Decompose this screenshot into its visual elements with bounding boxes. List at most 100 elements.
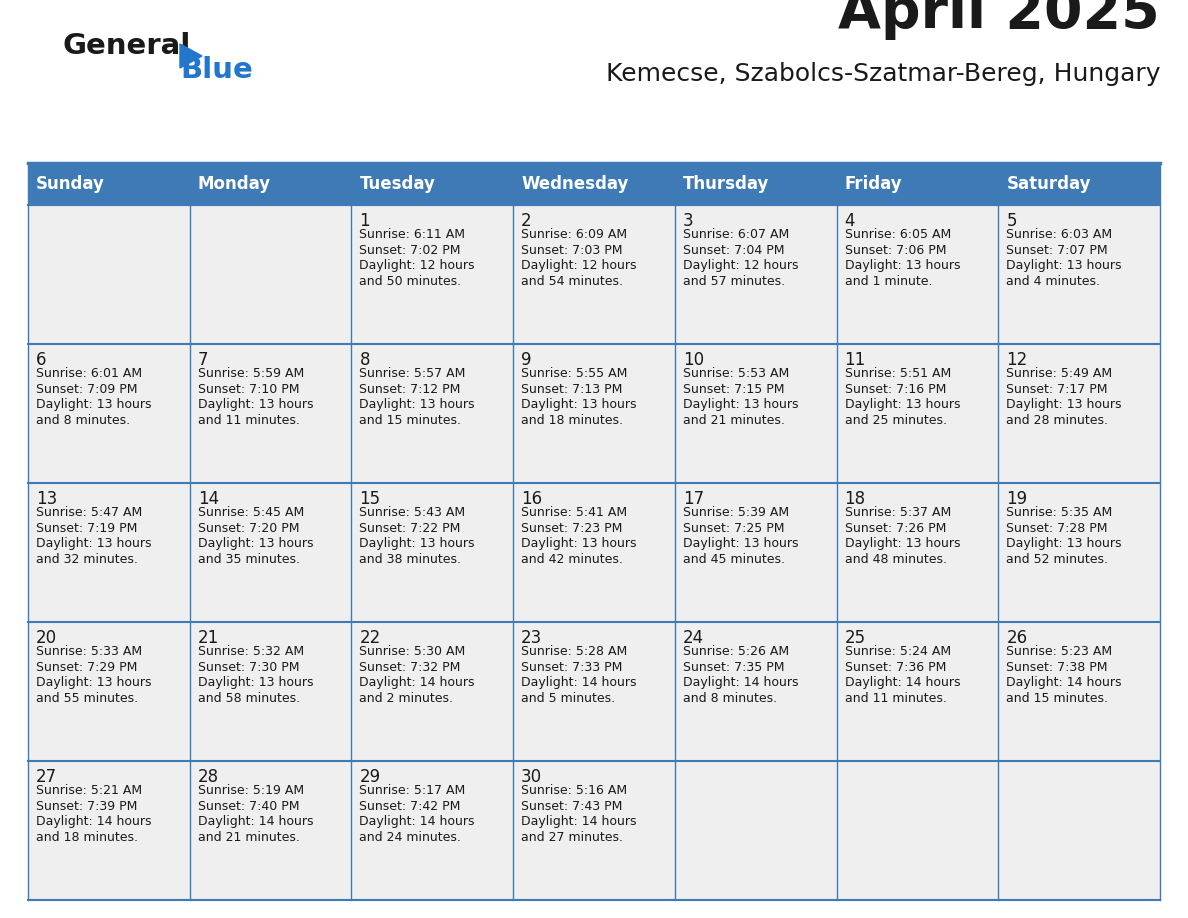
Text: Thursday: Thursday <box>683 175 770 193</box>
Text: Sunset: 7:25 PM: Sunset: 7:25 PM <box>683 521 784 534</box>
Text: 12: 12 <box>1006 351 1028 369</box>
Text: Friday: Friday <box>845 175 902 193</box>
Text: Daylight: 14 hours: Daylight: 14 hours <box>683 677 798 689</box>
Bar <box>190 163 352 205</box>
Text: Sunset: 7:10 PM: Sunset: 7:10 PM <box>197 383 299 396</box>
Text: 11: 11 <box>845 351 866 369</box>
Text: 14: 14 <box>197 490 219 508</box>
Text: Sunset: 7:35 PM: Sunset: 7:35 PM <box>683 661 784 674</box>
Text: Daylight: 14 hours: Daylight: 14 hours <box>197 815 314 828</box>
Text: 29: 29 <box>360 768 380 786</box>
Text: and 38 minutes.: and 38 minutes. <box>360 553 461 565</box>
Text: Sunset: 7:30 PM: Sunset: 7:30 PM <box>197 661 299 674</box>
Text: Sunrise: 5:21 AM: Sunrise: 5:21 AM <box>36 784 143 797</box>
Text: 10: 10 <box>683 351 704 369</box>
Text: Sunrise: 6:07 AM: Sunrise: 6:07 AM <box>683 229 789 241</box>
Text: and 35 minutes.: and 35 minutes. <box>197 553 299 565</box>
Text: 17: 17 <box>683 490 704 508</box>
Text: Wednesday: Wednesday <box>522 175 628 193</box>
Bar <box>29 205 1159 344</box>
Text: Daylight: 13 hours: Daylight: 13 hours <box>683 537 798 550</box>
Text: and 15 minutes.: and 15 minutes. <box>360 414 461 427</box>
Text: Blue: Blue <box>181 56 253 84</box>
Text: Sunrise: 5:51 AM: Sunrise: 5:51 AM <box>845 367 950 380</box>
Text: and 52 minutes.: and 52 minutes. <box>1006 553 1108 565</box>
Text: Sunrise: 5:23 AM: Sunrise: 5:23 AM <box>1006 645 1112 658</box>
Text: Sunrise: 6:11 AM: Sunrise: 6:11 AM <box>360 229 466 241</box>
Text: 9: 9 <box>522 351 532 369</box>
Text: Sunset: 7:04 PM: Sunset: 7:04 PM <box>683 243 784 257</box>
Text: Daylight: 13 hours: Daylight: 13 hours <box>522 537 637 550</box>
Text: Sunrise: 5:24 AM: Sunrise: 5:24 AM <box>845 645 950 658</box>
Text: Sunrise: 6:01 AM: Sunrise: 6:01 AM <box>36 367 143 380</box>
Text: and 55 minutes.: and 55 minutes. <box>36 691 138 705</box>
Text: Sunset: 7:26 PM: Sunset: 7:26 PM <box>845 521 946 534</box>
Text: Daylight: 13 hours: Daylight: 13 hours <box>197 537 314 550</box>
Text: Sunset: 7:36 PM: Sunset: 7:36 PM <box>845 661 946 674</box>
Text: Sunrise: 5:47 AM: Sunrise: 5:47 AM <box>36 506 143 520</box>
Text: Daylight: 13 hours: Daylight: 13 hours <box>1006 398 1121 411</box>
Text: Sunset: 7:28 PM: Sunset: 7:28 PM <box>1006 521 1107 534</box>
Text: Daylight: 13 hours: Daylight: 13 hours <box>683 398 798 411</box>
Text: Sunset: 7:38 PM: Sunset: 7:38 PM <box>1006 661 1107 674</box>
Text: 3: 3 <box>683 212 694 230</box>
Text: Sunset: 7:42 PM: Sunset: 7:42 PM <box>360 800 461 812</box>
Text: Sunset: 7:03 PM: Sunset: 7:03 PM <box>522 243 623 257</box>
Bar <box>352 163 513 205</box>
Text: Sunrise: 5:35 AM: Sunrise: 5:35 AM <box>1006 506 1112 520</box>
Text: Sunrise: 5:17 AM: Sunrise: 5:17 AM <box>360 784 466 797</box>
Text: Sunset: 7:16 PM: Sunset: 7:16 PM <box>845 383 946 396</box>
Text: 30: 30 <box>522 768 542 786</box>
Text: Sunset: 7:13 PM: Sunset: 7:13 PM <box>522 383 623 396</box>
Bar <box>836 163 998 205</box>
Text: Sunset: 7:09 PM: Sunset: 7:09 PM <box>36 383 138 396</box>
Text: 6: 6 <box>36 351 46 369</box>
Text: and 4 minutes.: and 4 minutes. <box>1006 274 1100 287</box>
Text: 23: 23 <box>522 629 543 647</box>
Bar <box>29 344 1159 483</box>
Text: Sunrise: 5:45 AM: Sunrise: 5:45 AM <box>197 506 304 520</box>
Text: Sunrise: 5:26 AM: Sunrise: 5:26 AM <box>683 645 789 658</box>
Text: Sunset: 7:07 PM: Sunset: 7:07 PM <box>1006 243 1108 257</box>
Text: Sunset: 7:32 PM: Sunset: 7:32 PM <box>360 661 461 674</box>
Text: 15: 15 <box>360 490 380 508</box>
Text: 27: 27 <box>36 768 57 786</box>
Text: and 28 minutes.: and 28 minutes. <box>1006 414 1108 427</box>
Text: Sunrise: 5:30 AM: Sunrise: 5:30 AM <box>360 645 466 658</box>
Text: 4: 4 <box>845 212 855 230</box>
Text: Daylight: 14 hours: Daylight: 14 hours <box>522 815 637 828</box>
Text: Sunrise: 5:57 AM: Sunrise: 5:57 AM <box>360 367 466 380</box>
Text: Daylight: 13 hours: Daylight: 13 hours <box>845 537 960 550</box>
Text: and 24 minutes.: and 24 minutes. <box>360 831 461 844</box>
Text: and 21 minutes.: and 21 minutes. <box>197 831 299 844</box>
Text: Sunset: 7:02 PM: Sunset: 7:02 PM <box>360 243 461 257</box>
Text: Daylight: 13 hours: Daylight: 13 hours <box>360 398 475 411</box>
Polygon shape <box>181 44 202 68</box>
Text: Daylight: 13 hours: Daylight: 13 hours <box>197 398 314 411</box>
Text: 25: 25 <box>845 629 866 647</box>
Bar <box>29 163 190 205</box>
Text: and 8 minutes.: and 8 minutes. <box>36 414 131 427</box>
Text: Sunrise: 5:28 AM: Sunrise: 5:28 AM <box>522 645 627 658</box>
Text: Daylight: 14 hours: Daylight: 14 hours <box>36 815 152 828</box>
Text: Sunrise: 6:03 AM: Sunrise: 6:03 AM <box>1006 229 1112 241</box>
Text: Tuesday: Tuesday <box>360 175 435 193</box>
Text: Daylight: 13 hours: Daylight: 13 hours <box>1006 537 1121 550</box>
Text: Sunrise: 5:55 AM: Sunrise: 5:55 AM <box>522 367 627 380</box>
Text: and 32 minutes.: and 32 minutes. <box>36 553 138 565</box>
Text: and 18 minutes.: and 18 minutes. <box>36 831 138 844</box>
Text: and 58 minutes.: and 58 minutes. <box>197 691 299 705</box>
Text: Sunrise: 5:59 AM: Sunrise: 5:59 AM <box>197 367 304 380</box>
Text: Sunrise: 5:39 AM: Sunrise: 5:39 AM <box>683 506 789 520</box>
Text: Daylight: 13 hours: Daylight: 13 hours <box>522 398 637 411</box>
Text: and 50 minutes.: and 50 minutes. <box>360 274 462 287</box>
Text: and 11 minutes.: and 11 minutes. <box>197 414 299 427</box>
Text: Daylight: 13 hours: Daylight: 13 hours <box>36 677 152 689</box>
Text: 7: 7 <box>197 351 208 369</box>
Text: Daylight: 12 hours: Daylight: 12 hours <box>522 259 637 273</box>
Text: Daylight: 13 hours: Daylight: 13 hours <box>360 537 475 550</box>
Text: 22: 22 <box>360 629 380 647</box>
Text: Daylight: 13 hours: Daylight: 13 hours <box>845 398 960 411</box>
Text: 28: 28 <box>197 768 219 786</box>
Text: and 57 minutes.: and 57 minutes. <box>683 274 785 287</box>
